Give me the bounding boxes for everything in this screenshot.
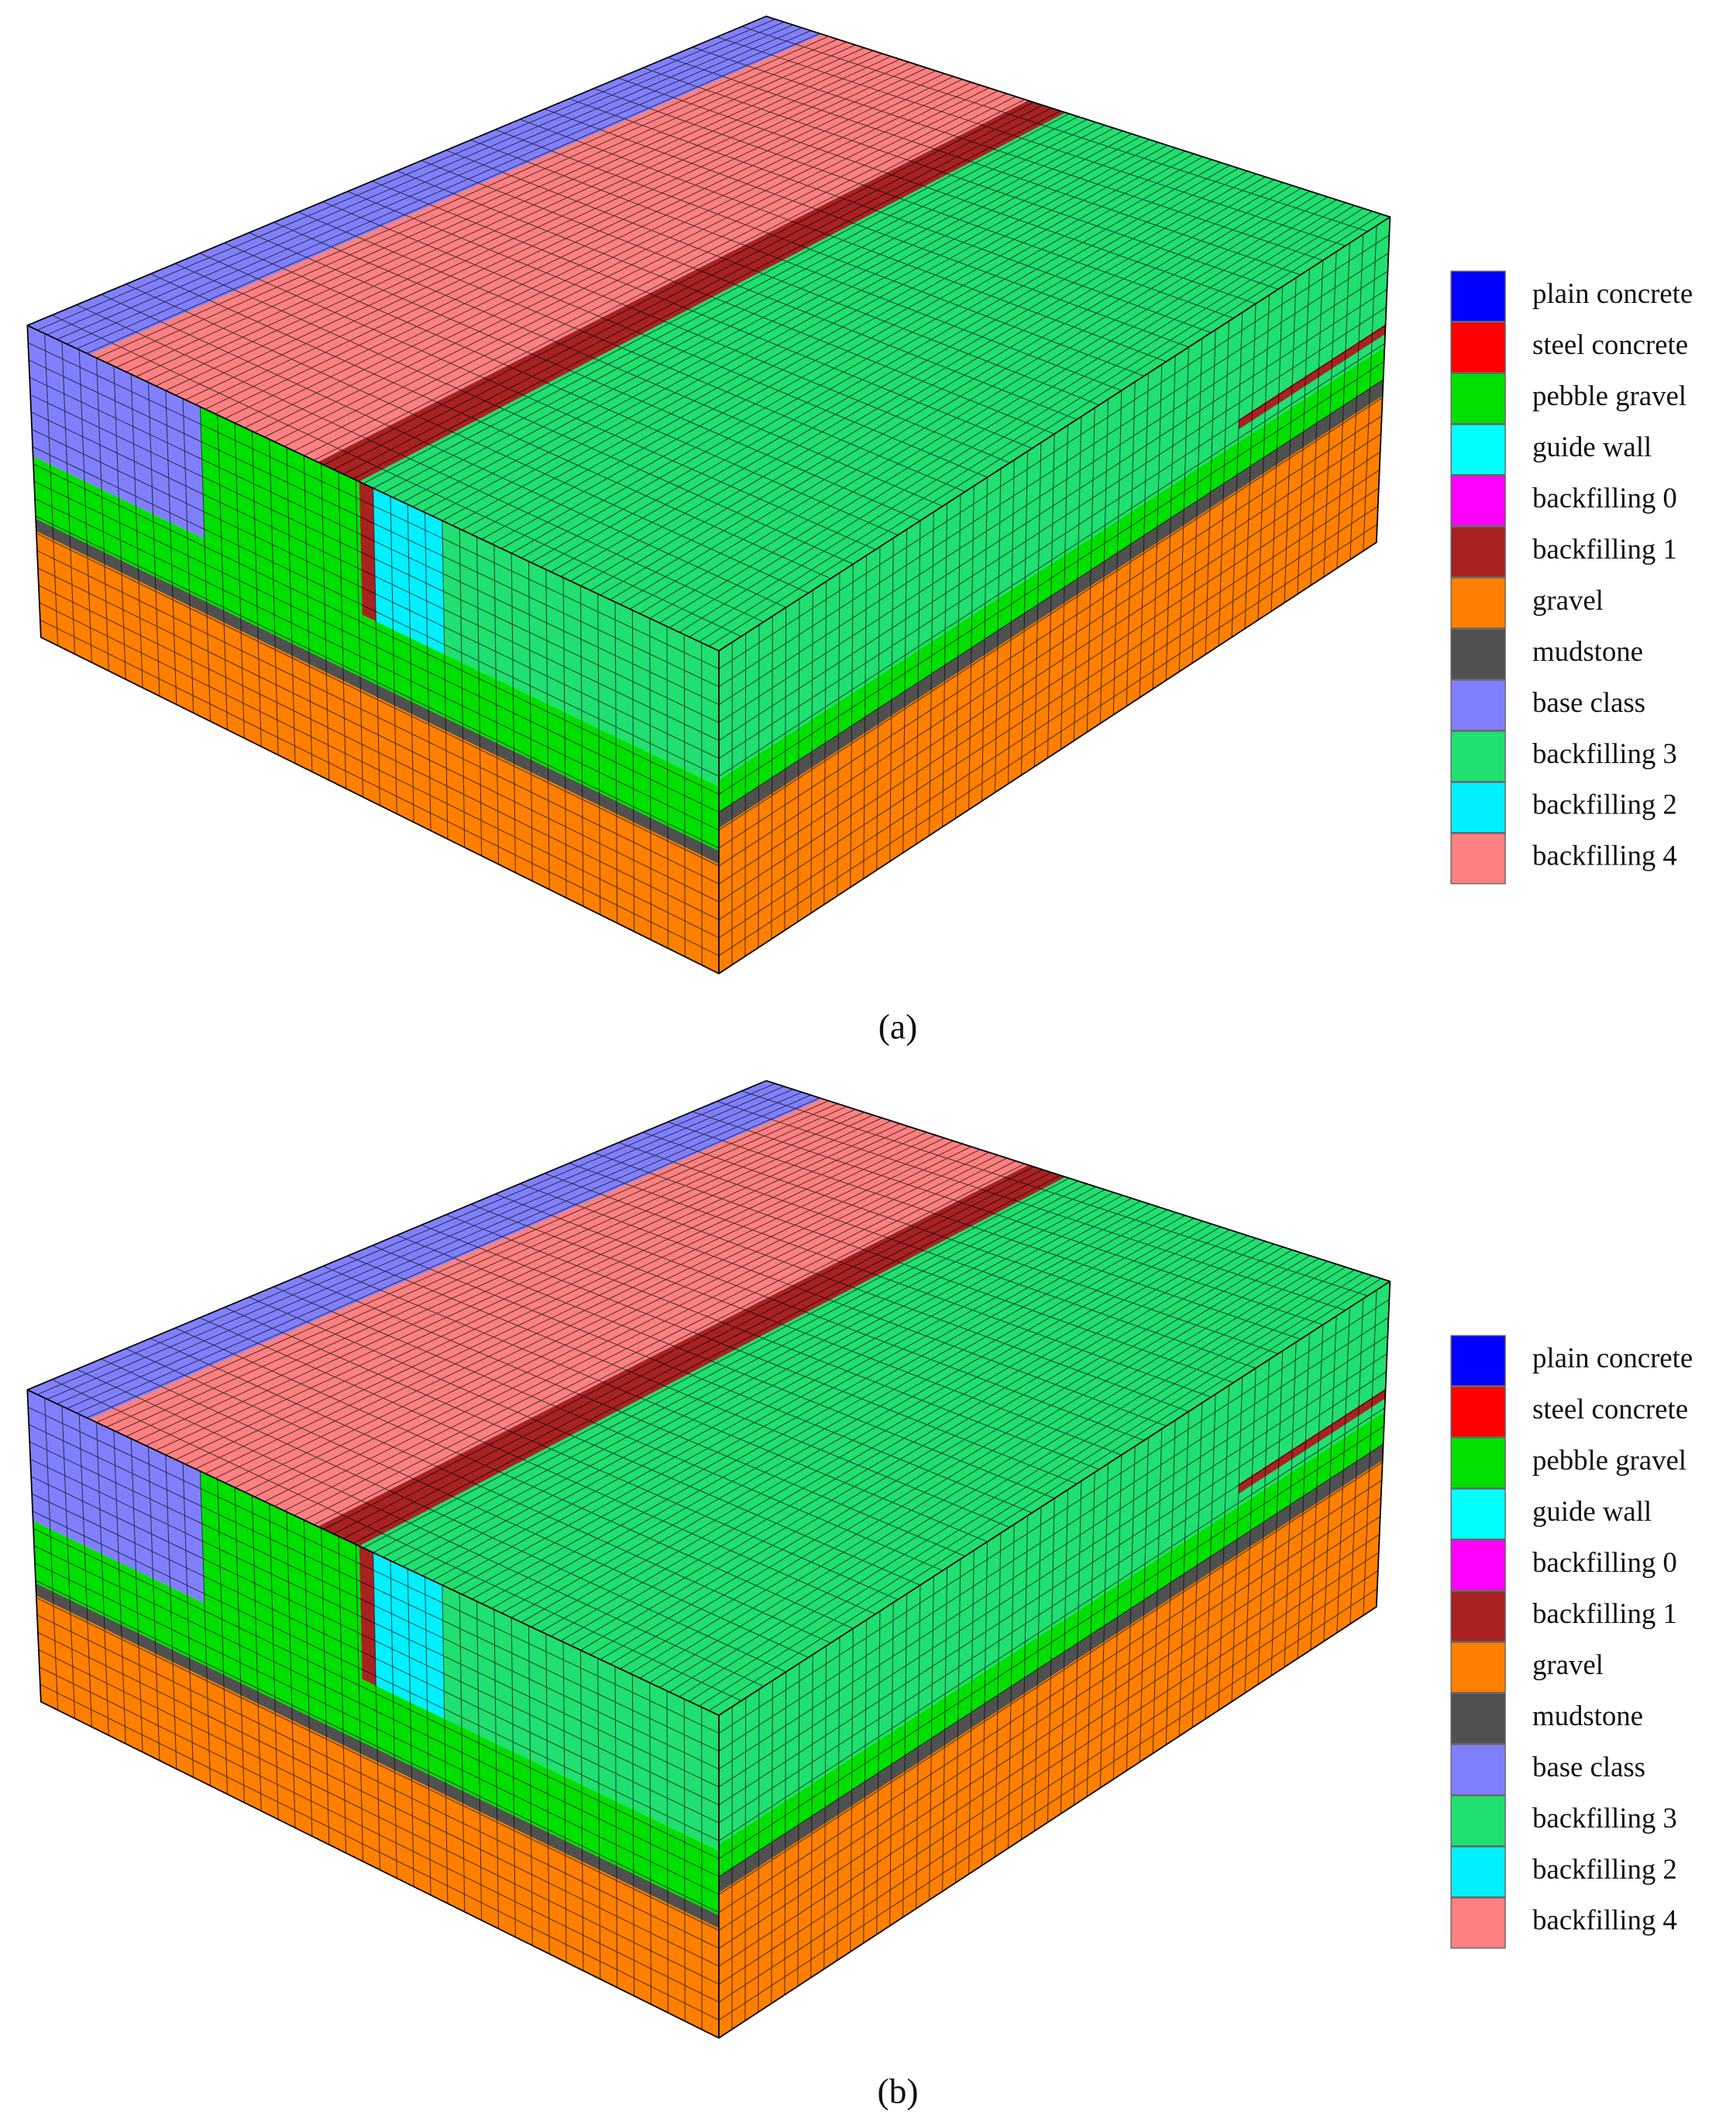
legend-swatch (1450, 475, 1506, 527)
legend-swatch (1450, 577, 1506, 629)
legend-swatch (1450, 1437, 1506, 1489)
legend-label: steel concrete (1532, 328, 1688, 360)
legend-label: backfilling 0 (1532, 482, 1677, 514)
legend-label: backfilling 4 (1532, 840, 1677, 872)
legend-label: plain concrete (1532, 1342, 1693, 1374)
legend-swatch (1450, 1590, 1506, 1642)
material-region (318, 100, 1066, 482)
legend-label: mudstone (1532, 635, 1643, 667)
legend-swatch (1450, 1642, 1506, 1693)
legend-label: gravel (1532, 1649, 1604, 1680)
legend-swatch (1450, 731, 1506, 782)
material-region (200, 407, 363, 615)
legend-swatch (1450, 321, 1506, 373)
legend-label: backfilling 3 (1532, 738, 1677, 769)
material-region (27, 1081, 823, 1419)
legend-label: pebble gravel (1532, 380, 1686, 411)
legend-label: backfilling 4 (1532, 1904, 1677, 1936)
legend-swatch (1450, 1744, 1506, 1796)
legend-label: backfilling 2 (1532, 789, 1677, 820)
legend-swatch (1450, 679, 1506, 731)
legend-swatch (1450, 1335, 1506, 1387)
legend-swatch (1450, 270, 1506, 322)
legend-swatch (1450, 1386, 1506, 1438)
material-region (33, 1521, 719, 1916)
material-region (318, 1164, 1066, 1546)
legend-swatch (1450, 1795, 1506, 1847)
legend-swatch (1450, 628, 1506, 680)
legend-swatch (1450, 833, 1506, 885)
legend-swatch (1450, 373, 1506, 425)
material-region (442, 521, 719, 787)
material-region (89, 1099, 1029, 1527)
legend-swatch (1450, 1488, 1506, 1540)
panel-caption: (a) (878, 1007, 918, 1047)
legend-label: backfilling 3 (1532, 1802, 1677, 1834)
legend-label: base class (1532, 1751, 1645, 1783)
panel-caption: (b) (877, 2072, 918, 2111)
block-outline (26, 1080, 1391, 2039)
legend-label: backfilling 2 (1532, 1853, 1677, 1885)
panel: plain concrete steel concrete pebble grave… (26, 1080, 1693, 2111)
legend-swatch (1450, 1897, 1506, 1949)
legend-label: backfilling 1 (1532, 1597, 1677, 1629)
legend-label: backfilling 1 (1532, 533, 1677, 565)
legend-swatch (1450, 1693, 1506, 1745)
legend-swatch (1450, 424, 1506, 476)
material-region (89, 34, 1029, 462)
panel: plain concrete steel concrete pebble grave… (26, 15, 1693, 1047)
material-region (718, 217, 1391, 780)
legend-label: base class (1532, 686, 1645, 718)
block-outline (26, 15, 1391, 975)
material-region (359, 1546, 376, 1686)
legend-swatch (1450, 1539, 1506, 1591)
material-region (1238, 324, 1386, 430)
legend-label: pebble gravel (1532, 1444, 1686, 1476)
material-region (33, 456, 719, 851)
material-region (359, 481, 376, 622)
legend-swatch (1450, 782, 1506, 834)
material-region (200, 1471, 363, 1680)
legend-label: backfilling 0 (1532, 1546, 1677, 1578)
material-region (718, 1281, 1391, 1845)
legend-label: plain concrete (1532, 277, 1693, 309)
legend-label: mudstone (1532, 1700, 1643, 1731)
legend-label: steel concrete (1532, 1393, 1688, 1425)
legend-label: guide wall (1532, 431, 1652, 462)
legend-swatch (1450, 1846, 1506, 1898)
material-region (442, 1585, 719, 1852)
legend-label: gravel (1532, 584, 1604, 616)
legend-swatch (1450, 526, 1506, 578)
legend-label: guide wall (1532, 1495, 1652, 1527)
material-region (1238, 1388, 1386, 1494)
material-region (27, 16, 823, 355)
